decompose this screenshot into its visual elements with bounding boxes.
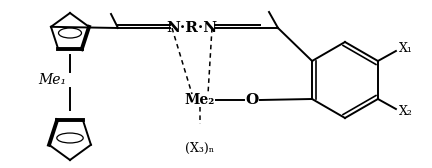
Text: X₂: X₂: [399, 104, 413, 117]
Text: Me₂: Me₂: [185, 93, 215, 107]
Text: Me₁: Me₁: [38, 73, 66, 87]
Text: X₁: X₁: [399, 43, 413, 55]
Text: (X₃)ₙ: (X₃)ₙ: [185, 141, 215, 155]
Text: O: O: [245, 93, 259, 107]
Text: N·R·N: N·R·N: [166, 21, 218, 35]
